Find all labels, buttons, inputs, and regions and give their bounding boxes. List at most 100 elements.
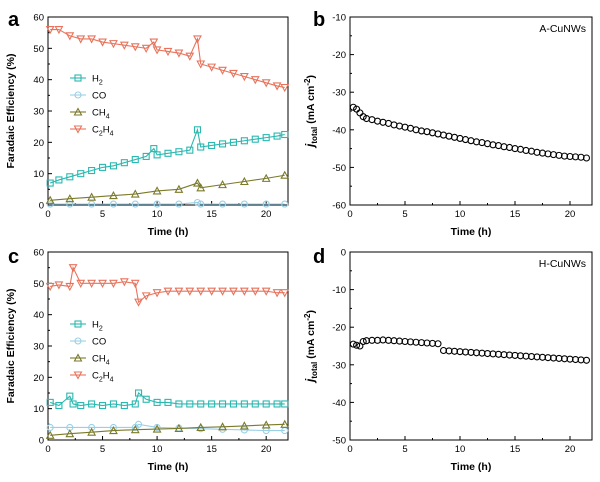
data-point-current bbox=[349, 340, 357, 348]
x-tick-label: 15 bbox=[206, 209, 217, 220]
data-point-ch4 bbox=[152, 424, 162, 433]
legend-label-h2: H2 bbox=[92, 320, 103, 333]
x-tick-label: 20 bbox=[565, 444, 576, 455]
data-point-current bbox=[434, 340, 442, 348]
panel-a: a 0 5 10 15 20 0 10 20 30 40 50 60 Time (h) Faradaic E… bbox=[5, 9, 290, 238]
data-point-h2 bbox=[273, 132, 281, 140]
data-point-h2 bbox=[218, 400, 227, 408]
panel-c: c 0 5 10 15 20 0 10 20 30 40 50 60 Time (h) Faradaic E… bbox=[5, 246, 290, 473]
data-point-h2 bbox=[229, 400, 238, 408]
data-point-h2 bbox=[66, 392, 74, 400]
x-tick-label: 10 bbox=[455, 444, 466, 455]
series-ch4 bbox=[45, 170, 290, 204]
y-tick-label: 20 bbox=[33, 138, 44, 149]
legend-label-text: CH bbox=[92, 108, 106, 119]
legend-marker-co bbox=[74, 337, 82, 345]
data-point-h2 bbox=[193, 126, 202, 134]
data-point-c2h4 bbox=[87, 279, 97, 288]
y-tick-label: 20 bbox=[33, 373, 44, 384]
data-point-co bbox=[88, 200, 96, 208]
data-point-co bbox=[240, 426, 248, 434]
data-point-c2h4 bbox=[163, 287, 173, 296]
data-point-ch4 bbox=[261, 420, 271, 429]
data-point-h2 bbox=[134, 389, 143, 397]
y-axis-label-sup: -2 bbox=[303, 313, 312, 321]
y-tick-label: 30 bbox=[33, 107, 44, 118]
data-point-h2 bbox=[186, 400, 194, 408]
y-tick-label: -20 bbox=[332, 50, 346, 61]
y-tick-label: -50 bbox=[332, 163, 346, 174]
data-point-h2 bbox=[175, 400, 183, 408]
series-line-h2 bbox=[49, 392, 285, 407]
legend-label-text: CH bbox=[92, 354, 106, 365]
data-point-co bbox=[218, 200, 227, 208]
legend-marker-h2 bbox=[74, 74, 82, 82]
legend-label-co: CO bbox=[92, 337, 106, 348]
data-point-c2h4 bbox=[174, 287, 184, 296]
y-tick-label: -50 bbox=[332, 436, 346, 447]
data-point-ch4 bbox=[109, 190, 118, 200]
data-point-c2h4 bbox=[87, 35, 97, 44]
y-tick-label: 50 bbox=[33, 44, 44, 55]
data-point-c2h4 bbox=[239, 287, 249, 296]
data-point-c2h4 bbox=[196, 60, 206, 69]
data-point-co bbox=[281, 200, 289, 208]
data-point-h2 bbox=[218, 140, 227, 148]
data-point-h2 bbox=[131, 400, 139, 408]
data-point-co bbox=[197, 200, 205, 208]
data-point-c2h4 bbox=[218, 66, 227, 75]
data-point-h2 bbox=[98, 163, 107, 171]
data-point-c2h4 bbox=[76, 35, 86, 44]
data-point-c2h4 bbox=[109, 279, 118, 288]
data-point-co bbox=[240, 200, 248, 208]
data-point-c2h4 bbox=[45, 25, 55, 35]
data-point-c2h4 bbox=[76, 279, 86, 288]
data-point-c2h4 bbox=[54, 25, 64, 35]
series-data bbox=[349, 103, 591, 162]
data-point-h2 bbox=[164, 398, 172, 406]
series-line-c2h4 bbox=[50, 28, 285, 89]
data-point-h2 bbox=[229, 138, 238, 146]
x-tick-label: 15 bbox=[510, 209, 521, 220]
data-point-current bbox=[582, 356, 591, 364]
data-point-c2h4 bbox=[152, 289, 162, 298]
y-axis-label-end: ) bbox=[305, 310, 317, 314]
data-point-co bbox=[262, 200, 270, 208]
y-axis-label: Faradaic Efficiency (%) bbox=[5, 289, 17, 404]
data-point-c2h4 bbox=[185, 287, 195, 296]
legend-label-sub: 2 bbox=[99, 80, 103, 87]
data-point-h2 bbox=[153, 151, 161, 159]
data-point-ch4 bbox=[109, 425, 118, 435]
y-tick-label: 10 bbox=[33, 404, 44, 415]
legend-label-text: H bbox=[92, 74, 99, 85]
y-tick-label: -60 bbox=[332, 201, 346, 212]
y-tick-label: 10 bbox=[33, 169, 44, 180]
data-point-ch4 bbox=[196, 183, 206, 192]
data-point-c2h4 bbox=[45, 282, 55, 292]
data-point-ch4 bbox=[87, 192, 97, 201]
y-axis-label-j: j bbox=[303, 378, 317, 384]
legend-marker-c2h4 bbox=[73, 125, 83, 134]
data-point-current bbox=[356, 342, 364, 350]
data-point-c2h4 bbox=[229, 287, 238, 296]
x-axis-label: Time (h) bbox=[148, 461, 189, 473]
data-point-h2 bbox=[197, 143, 205, 151]
x-axis-label: Time (h) bbox=[451, 226, 492, 238]
legend-label-h2: H2 bbox=[92, 74, 103, 87]
data-point-c2h4 bbox=[207, 63, 217, 72]
y-tick-label: 0 bbox=[341, 248, 346, 259]
data-point-h2 bbox=[55, 176, 63, 184]
data-point-c2h4 bbox=[280, 289, 290, 298]
panel-letter: a bbox=[8, 9, 20, 31]
y-axis-label: jtotal (mA cm-2) bbox=[303, 310, 319, 384]
y-tick-label: -10 bbox=[332, 13, 346, 24]
data-point-c2h4 bbox=[109, 40, 118, 49]
sample-label: A-CuNWs bbox=[539, 23, 586, 35]
y-tick-label: 0 bbox=[39, 436, 44, 447]
legend-label-sub2: 4 bbox=[110, 377, 114, 384]
data-point-h2 bbox=[109, 400, 118, 408]
data-point-h2 bbox=[66, 173, 74, 181]
data-point-h2 bbox=[240, 400, 248, 408]
data-point-h2 bbox=[281, 130, 289, 139]
